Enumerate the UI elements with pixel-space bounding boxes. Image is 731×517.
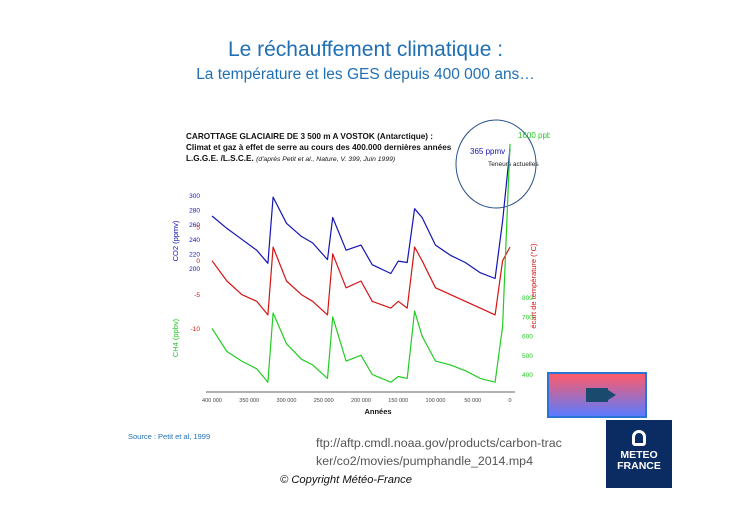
x-tick-label: 400 000 [202, 398, 222, 404]
meteo-france-logo: METEO FRANCE [606, 420, 672, 488]
y-tick-label: 0 [196, 258, 200, 265]
meteo-france-mark-icon [632, 430, 646, 446]
y-tick-label: 220 [189, 251, 200, 258]
ch4-axis-label: CH4 (ppbv) [171, 318, 180, 357]
slide-title: Le réchauffement climatique : [227, 38, 504, 61]
y-tick-label: 800 [522, 295, 533, 302]
play-video-button[interactable] [547, 372, 647, 418]
co2-axis-label: CO2 (ppmv) [171, 220, 180, 261]
x-tick-label: 200 000 [351, 398, 371, 404]
x-tick-label: 150 000 [388, 398, 408, 404]
chart-header-line3: L.G.G.E. /L.S.C.E. (d'après Petit et al.… [186, 153, 395, 165]
x-tick-label: 0 [508, 398, 511, 404]
x-tick-label: 300 000 [277, 398, 297, 404]
logo-text-line1: METEO [620, 449, 658, 461]
temp-axis-label: écart de température (°C) [529, 243, 538, 329]
current-levels-ellipse [455, 119, 537, 209]
logo-text-line2: FRANCE [617, 460, 661, 472]
y-tick-label: 700 [522, 314, 533, 321]
series-line-temperature [211, 246, 511, 316]
slide-subtitle: La température et les GES depuis 400 000… [196, 66, 535, 83]
x-tick-label: 250 000 [314, 398, 334, 404]
video-url[interactable]: ftp://aftp.cmdl.noaa.gov/products/carbon… [316, 434, 596, 470]
y-tick-label: 240 [189, 237, 200, 244]
y-tick-label: 280 [189, 208, 200, 215]
y-tick-label: 200 [189, 266, 200, 273]
current-levels-label: Teneurs actuelles [488, 161, 539, 168]
chart-header-lab: L.G.G.E. /L.S.C.E. [186, 154, 254, 163]
chart-header-line1: CAROTTAGE GLACIAIRE DE 3 500 m A VOSTOK … [186, 132, 434, 141]
chart-header-reference: (d'après Petit et al., Nature, V. 399, J… [256, 156, 396, 163]
co2-now-label: 365 ppmv [470, 147, 505, 156]
video-camera-icon [586, 388, 616, 402]
video-url-line2: ker/co2/movies/pumphandle_2014.mp4 [316, 454, 533, 468]
y-tick-label: 260 [189, 222, 200, 229]
y-tick-label: -5 [194, 292, 200, 299]
chart-header-line2: Climat et gaz à effet de serre au cours … [186, 143, 452, 152]
y-tick-label: 500 [522, 353, 533, 360]
y-tick-label: 300 [189, 193, 200, 200]
x-tick-label: 100 000 [426, 398, 446, 404]
x-tick-label: 50 000 [464, 398, 481, 404]
y-tick-label: 400 [522, 372, 533, 379]
source-note: Source : Petit et al, 1999 [128, 432, 211, 441]
x-axis-label: Années [364, 407, 391, 416]
vostok-chart: 1600 ppbv 365 ppmv Teneurs actuelles 400… [171, 119, 550, 416]
y-tick-label: -10 [191, 326, 201, 333]
ch4-now-label: 1600 ppbv [518, 131, 550, 140]
video-url-line1: ftp://aftp.cmdl.noaa.gov/products/carbon… [316, 436, 562, 450]
copyright-note: © Copyright Météo-France [280, 474, 412, 486]
y-tick-label: 5 [196, 224, 200, 231]
series-line-co2 [211, 148, 511, 280]
y-tick-label: 600 [522, 334, 533, 341]
x-tick-label: 350 000 [239, 398, 259, 404]
series-line-ch4 [211, 143, 511, 383]
